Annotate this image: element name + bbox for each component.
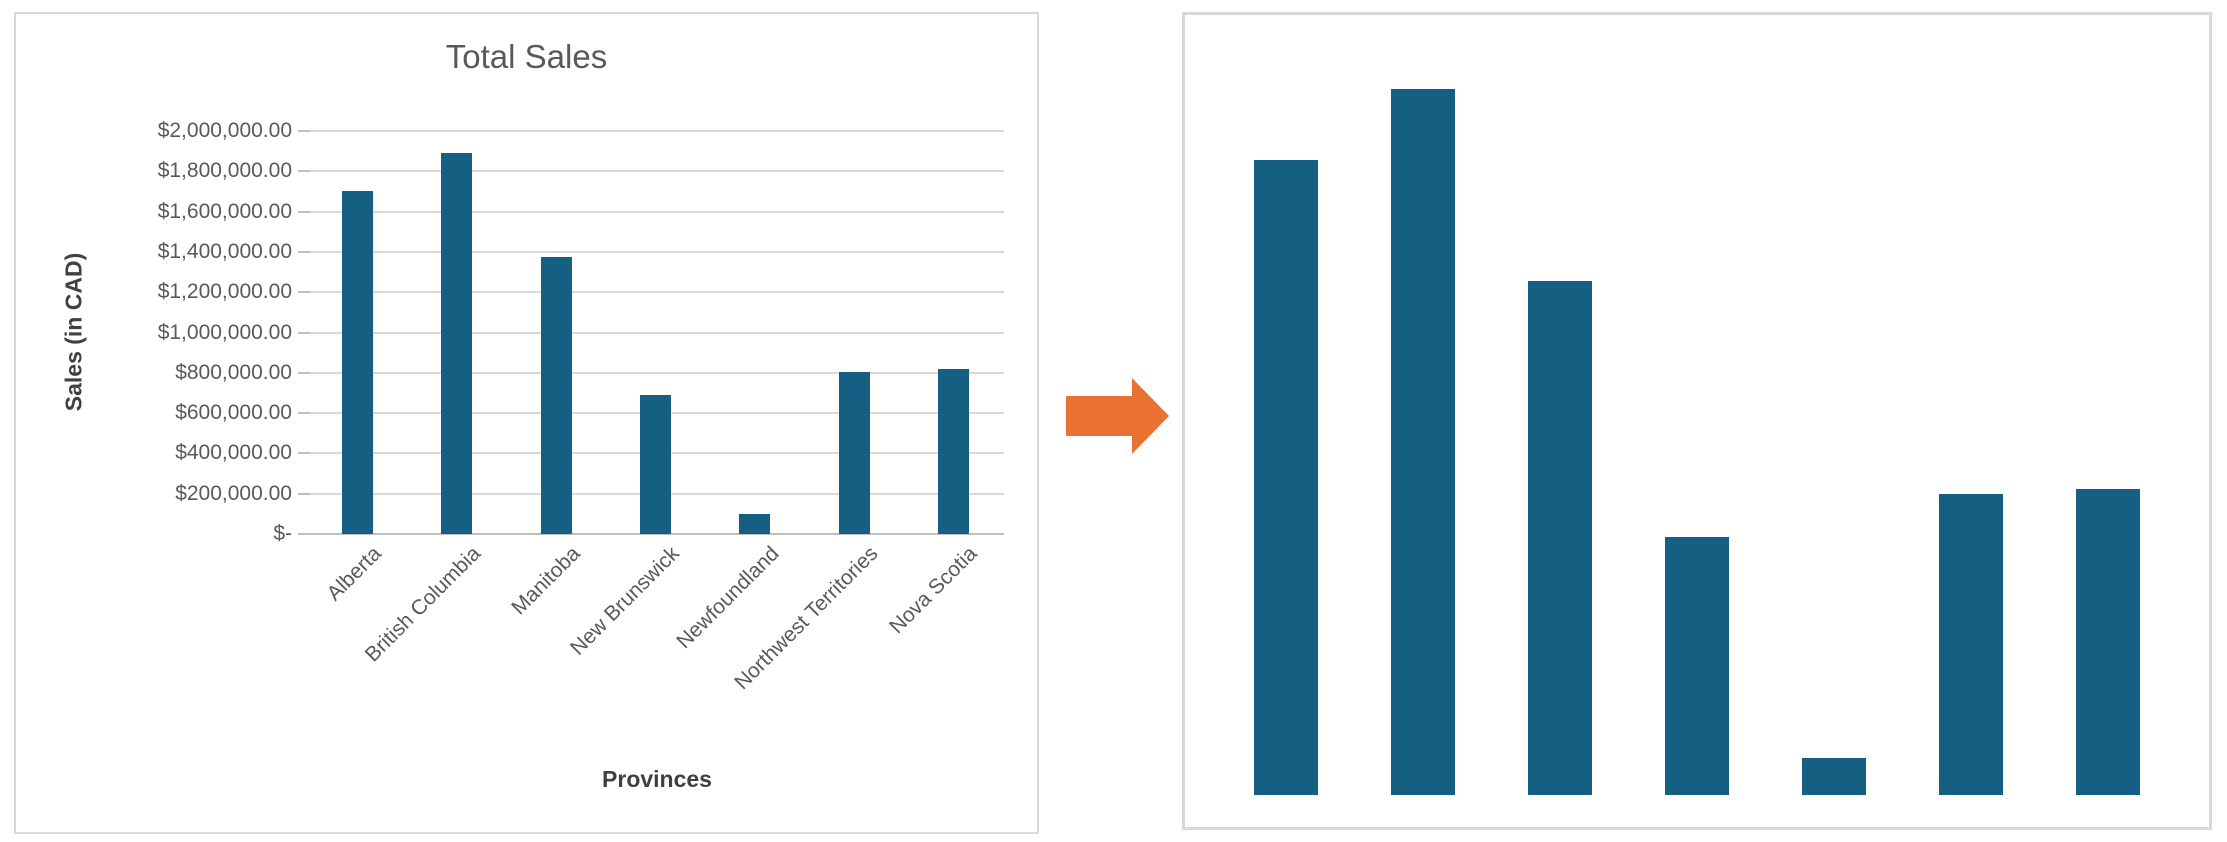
bar-northwest-territories bbox=[838, 371, 870, 534]
bar-nova-scotia bbox=[2076, 488, 2141, 795]
y-tick-label: $1,600,000.00 bbox=[157, 199, 292, 223]
y-tick-label: $200,000.00 bbox=[175, 481, 292, 505]
y-tick-label: $1,000,000.00 bbox=[157, 320, 292, 344]
y-gridline bbox=[310, 130, 1004, 132]
y-gridline bbox=[310, 371, 1004, 374]
y-tick-label: $800,000.00 bbox=[175, 360, 292, 384]
y-axis-tick bbox=[298, 250, 310, 253]
bar-newfoundland bbox=[739, 513, 771, 534]
x-axis-title: Provinces bbox=[602, 766, 712, 792]
bar-british-columbia bbox=[1390, 89, 1455, 795]
y-gridline bbox=[310, 210, 1004, 213]
y-axis-tick bbox=[298, 331, 310, 334]
y-tick-label: $600,000.00 bbox=[175, 401, 292, 425]
y-tick-label: $400,000.00 bbox=[175, 441, 292, 465]
y-tick-label: $1,400,000.00 bbox=[157, 239, 292, 263]
y-axis-tick bbox=[298, 492, 310, 495]
x-category-label-alberta: Alberta bbox=[322, 542, 386, 606]
y-axis-tick bbox=[298, 210, 310, 213]
y-axis-tick bbox=[298, 130, 310, 132]
bar-manitoba bbox=[540, 256, 572, 534]
right-arrow-svg bbox=[1066, 378, 1169, 454]
bar-manitoba bbox=[1527, 281, 1592, 795]
y-tick-label: $1,200,000.00 bbox=[157, 280, 292, 304]
y-axis-tick bbox=[298, 170, 310, 173]
y-axis-title: Sales (in CAD) bbox=[60, 252, 87, 412]
x-axis-line bbox=[310, 533, 1004, 535]
x-category-label-nova-scotia: Nova Scotia bbox=[885, 542, 982, 639]
y-axis-tick bbox=[298, 371, 310, 374]
y-gridline bbox=[310, 331, 1004, 334]
chart-title: Total Sales bbox=[445, 38, 608, 75]
y-tick-label: $- bbox=[273, 522, 292, 545]
bar-newfoundland bbox=[1801, 757, 1866, 795]
bar-new-brunswick bbox=[1664, 537, 1729, 795]
y-axis-tick bbox=[298, 533, 310, 535]
y-tick-label: $1,800,000.00 bbox=[157, 159, 292, 183]
y-axis-tick bbox=[298, 452, 310, 455]
y-axis-tick bbox=[298, 412, 310, 415]
right-arrow-icon bbox=[1066, 378, 1169, 454]
bar-alberta bbox=[1253, 159, 1318, 795]
left-chart-panel: Total Sales Sales (in CAD) Provinces $2,… bbox=[14, 12, 1039, 834]
bar-nova-scotia bbox=[938, 368, 970, 534]
bar-british-columbia bbox=[441, 153, 473, 534]
y-gridline bbox=[310, 291, 1004, 294]
bar-alberta bbox=[341, 191, 373, 534]
right-chart-panel bbox=[1182, 12, 2212, 830]
y-axis-tick bbox=[298, 291, 310, 294]
x-category-label-newfoundland: Newfoundland bbox=[671, 542, 784, 654]
y-gridline bbox=[310, 250, 1004, 253]
bar-new-brunswick bbox=[639, 394, 671, 534]
y-gridline bbox=[310, 170, 1004, 173]
x-category-label-manitoba: Manitoba bbox=[506, 542, 585, 620]
bar-northwest-territories bbox=[1939, 494, 2003, 795]
y-tick-label: $2,000,000.00 bbox=[157, 119, 292, 142]
